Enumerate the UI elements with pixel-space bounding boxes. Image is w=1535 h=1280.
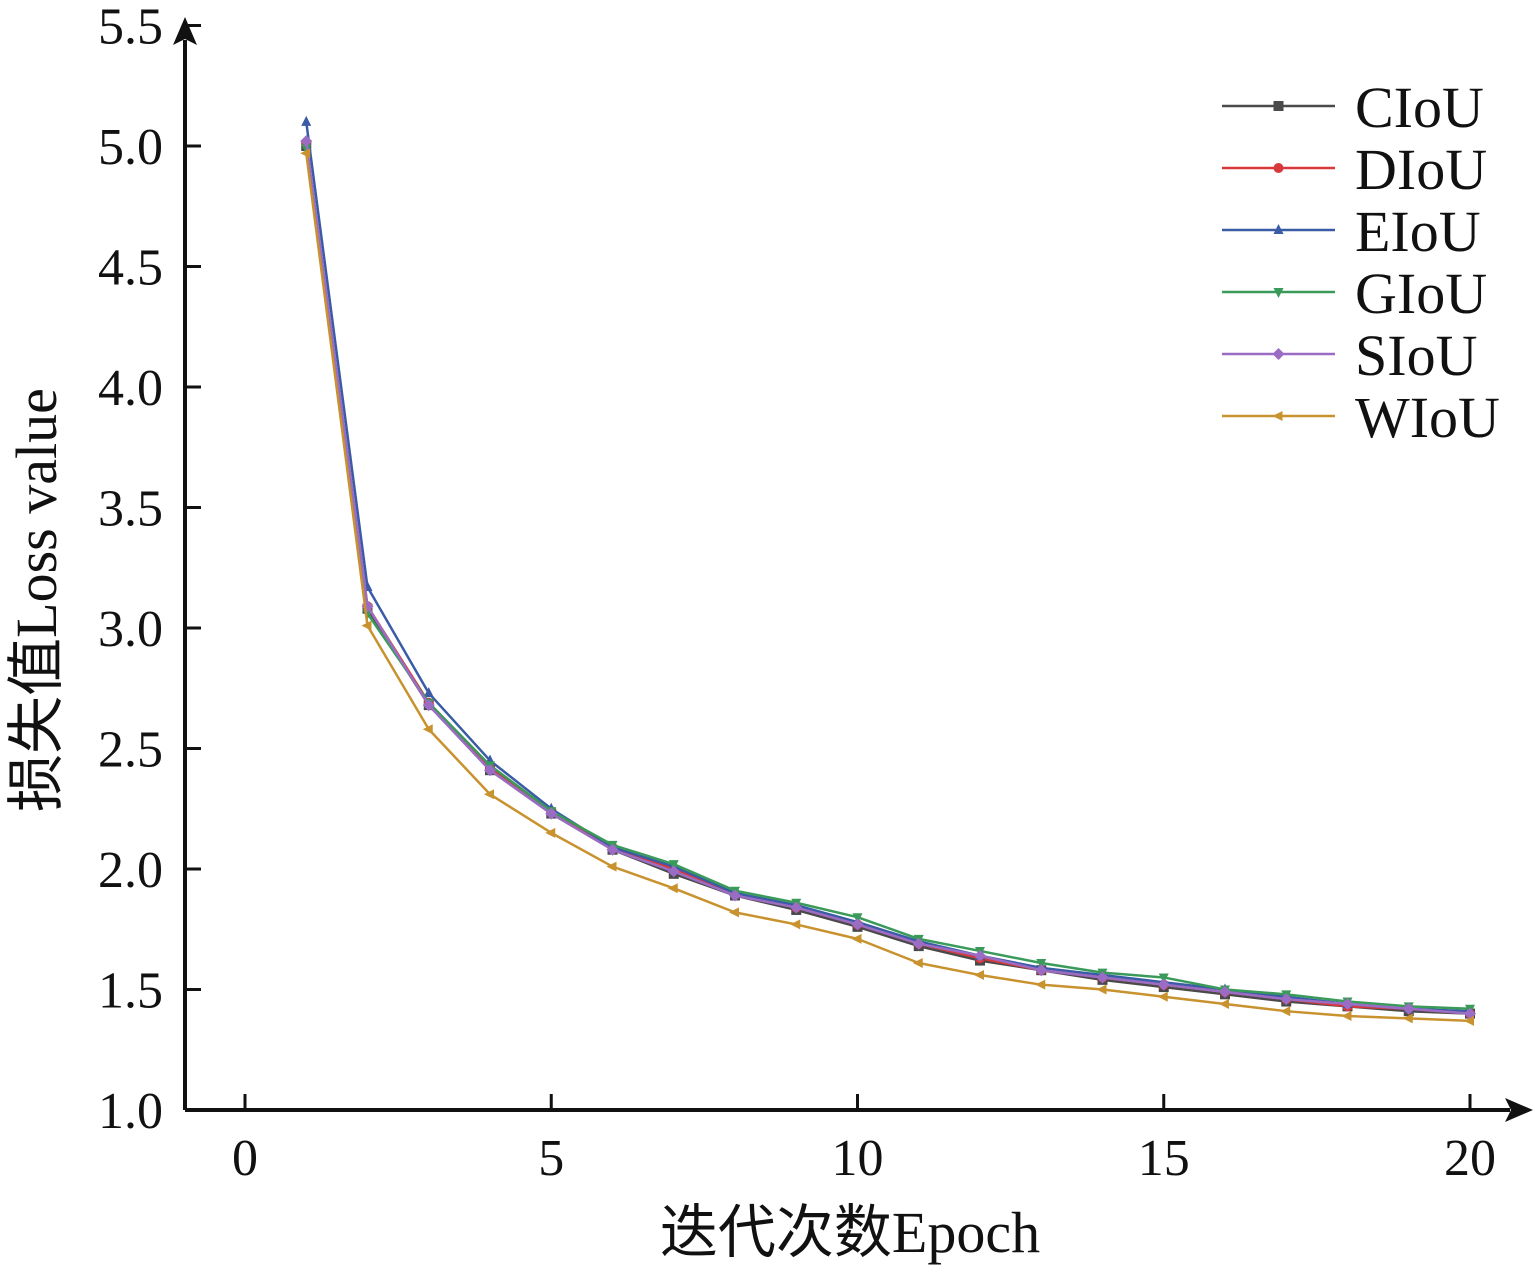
data-point [852,913,863,924]
data-point [1096,984,1107,995]
series-diou [301,138,1475,1019]
x-ticks: 0 5 10 15 20 [232,1094,1496,1187]
data-point [1157,978,1170,991]
legend-item-diou: DIoU [1222,137,1487,202]
legend-item-siou: SIoU [1222,323,1477,388]
data-point [1273,101,1284,111]
series-eiou [301,115,1475,1016]
data-point [1341,1011,1352,1022]
data-point [1157,991,1168,1002]
data-point [1272,348,1285,360]
data-point [1219,985,1231,998]
data-point [545,807,558,820]
series-wiou [300,148,1474,1026]
data-point [667,883,678,894]
y-tick-label: 5.0 [98,119,163,176]
legend-label: GIoU [1355,261,1487,326]
data-point [423,687,434,698]
data-point [484,764,496,777]
legend-item-eiou: EIoU [1222,199,1481,264]
x-tick-label: 5 [538,1130,564,1187]
data-point [422,699,435,712]
data-point [851,918,864,931]
y-tick-label: 1.5 [98,963,163,1020]
x-tick-label: 0 [232,1130,258,1187]
data-point [1273,224,1284,234]
axes [173,17,1533,1122]
x-tick-label: 20 [1444,1130,1496,1187]
legend-label: EIoU [1355,199,1481,264]
y-tick-label: 5.5 [98,0,163,56]
data-point [1035,979,1046,990]
data-point [300,135,313,148]
series-line [305,121,1471,1013]
data-point [1035,964,1048,977]
data-point [545,827,556,838]
y-tick-label: 4.0 [98,360,163,417]
x-tick-label: 10 [832,1130,884,1187]
y-tick-label: 3.5 [98,481,163,538]
series-layer [300,115,1476,1026]
data-point [1280,993,1293,1006]
data-point [422,724,433,735]
legend-item-wiou: WIoU [1222,385,1500,450]
y-tick-label: 2.0 [98,842,163,899]
data-point [851,933,862,944]
data-point [974,970,984,981]
data-point [1464,1015,1474,1026]
x-tick-label: 15 [1138,1130,1190,1187]
data-point [790,919,801,930]
series-siou [300,135,1476,1020]
data-point [790,901,803,914]
series-giou [301,144,1475,1015]
data-point [1219,998,1229,1009]
legend-label: DIoU [1355,137,1487,202]
y-ticks: 1.0 1.5 2.0 2.5 3.0 3.5 4.0 4.5 5.0 5.5 [98,0,201,1140]
x-axis-title: 迭代次数Epoch [660,1200,1040,1265]
legend-label: WIoU [1355,385,1500,450]
data-point [484,789,494,800]
data-point [300,148,311,159]
data-point [301,115,312,126]
legend-item-ciou: CIoU [1222,75,1484,140]
y-tick-label: 4.5 [98,240,163,297]
data-point [667,865,680,878]
legend-item-giou: GIoU [1222,261,1487,326]
data-point [606,843,619,856]
data-point [1272,411,1283,421]
series-ciou [301,141,1475,1019]
y-tick-label: 1.0 [98,1083,163,1140]
data-point [729,907,739,918]
data-point [1273,163,1284,173]
series-line [305,141,1471,1015]
data-point [729,889,741,902]
y-tick-label: 2.5 [98,722,163,779]
data-point [912,957,923,968]
legend-label: CIoU [1355,75,1484,140]
data-point [361,620,372,631]
series-line [305,153,1471,1023]
data-point [1402,1013,1413,1024]
data-point [668,860,679,871]
data-point [1273,288,1284,298]
data-point [606,861,617,872]
data-point [1036,958,1047,969]
y-axis-title: 损失值Loss value [4,388,69,812]
x-axis-arrow [1505,1098,1533,1122]
series-line [305,148,1471,1011]
series-line [305,143,1471,1015]
data-point [1341,997,1354,1010]
legend-label: SIoU [1355,323,1477,388]
data-point [1158,973,1169,984]
y-tick-label: 3.0 [98,601,163,658]
series-line [305,145,1471,1015]
data-point [1402,1002,1415,1015]
data-point [1096,971,1109,984]
data-point [912,937,925,950]
data-point [1280,1006,1291,1017]
data-point [974,949,986,962]
y-axis-arrow [173,17,197,45]
